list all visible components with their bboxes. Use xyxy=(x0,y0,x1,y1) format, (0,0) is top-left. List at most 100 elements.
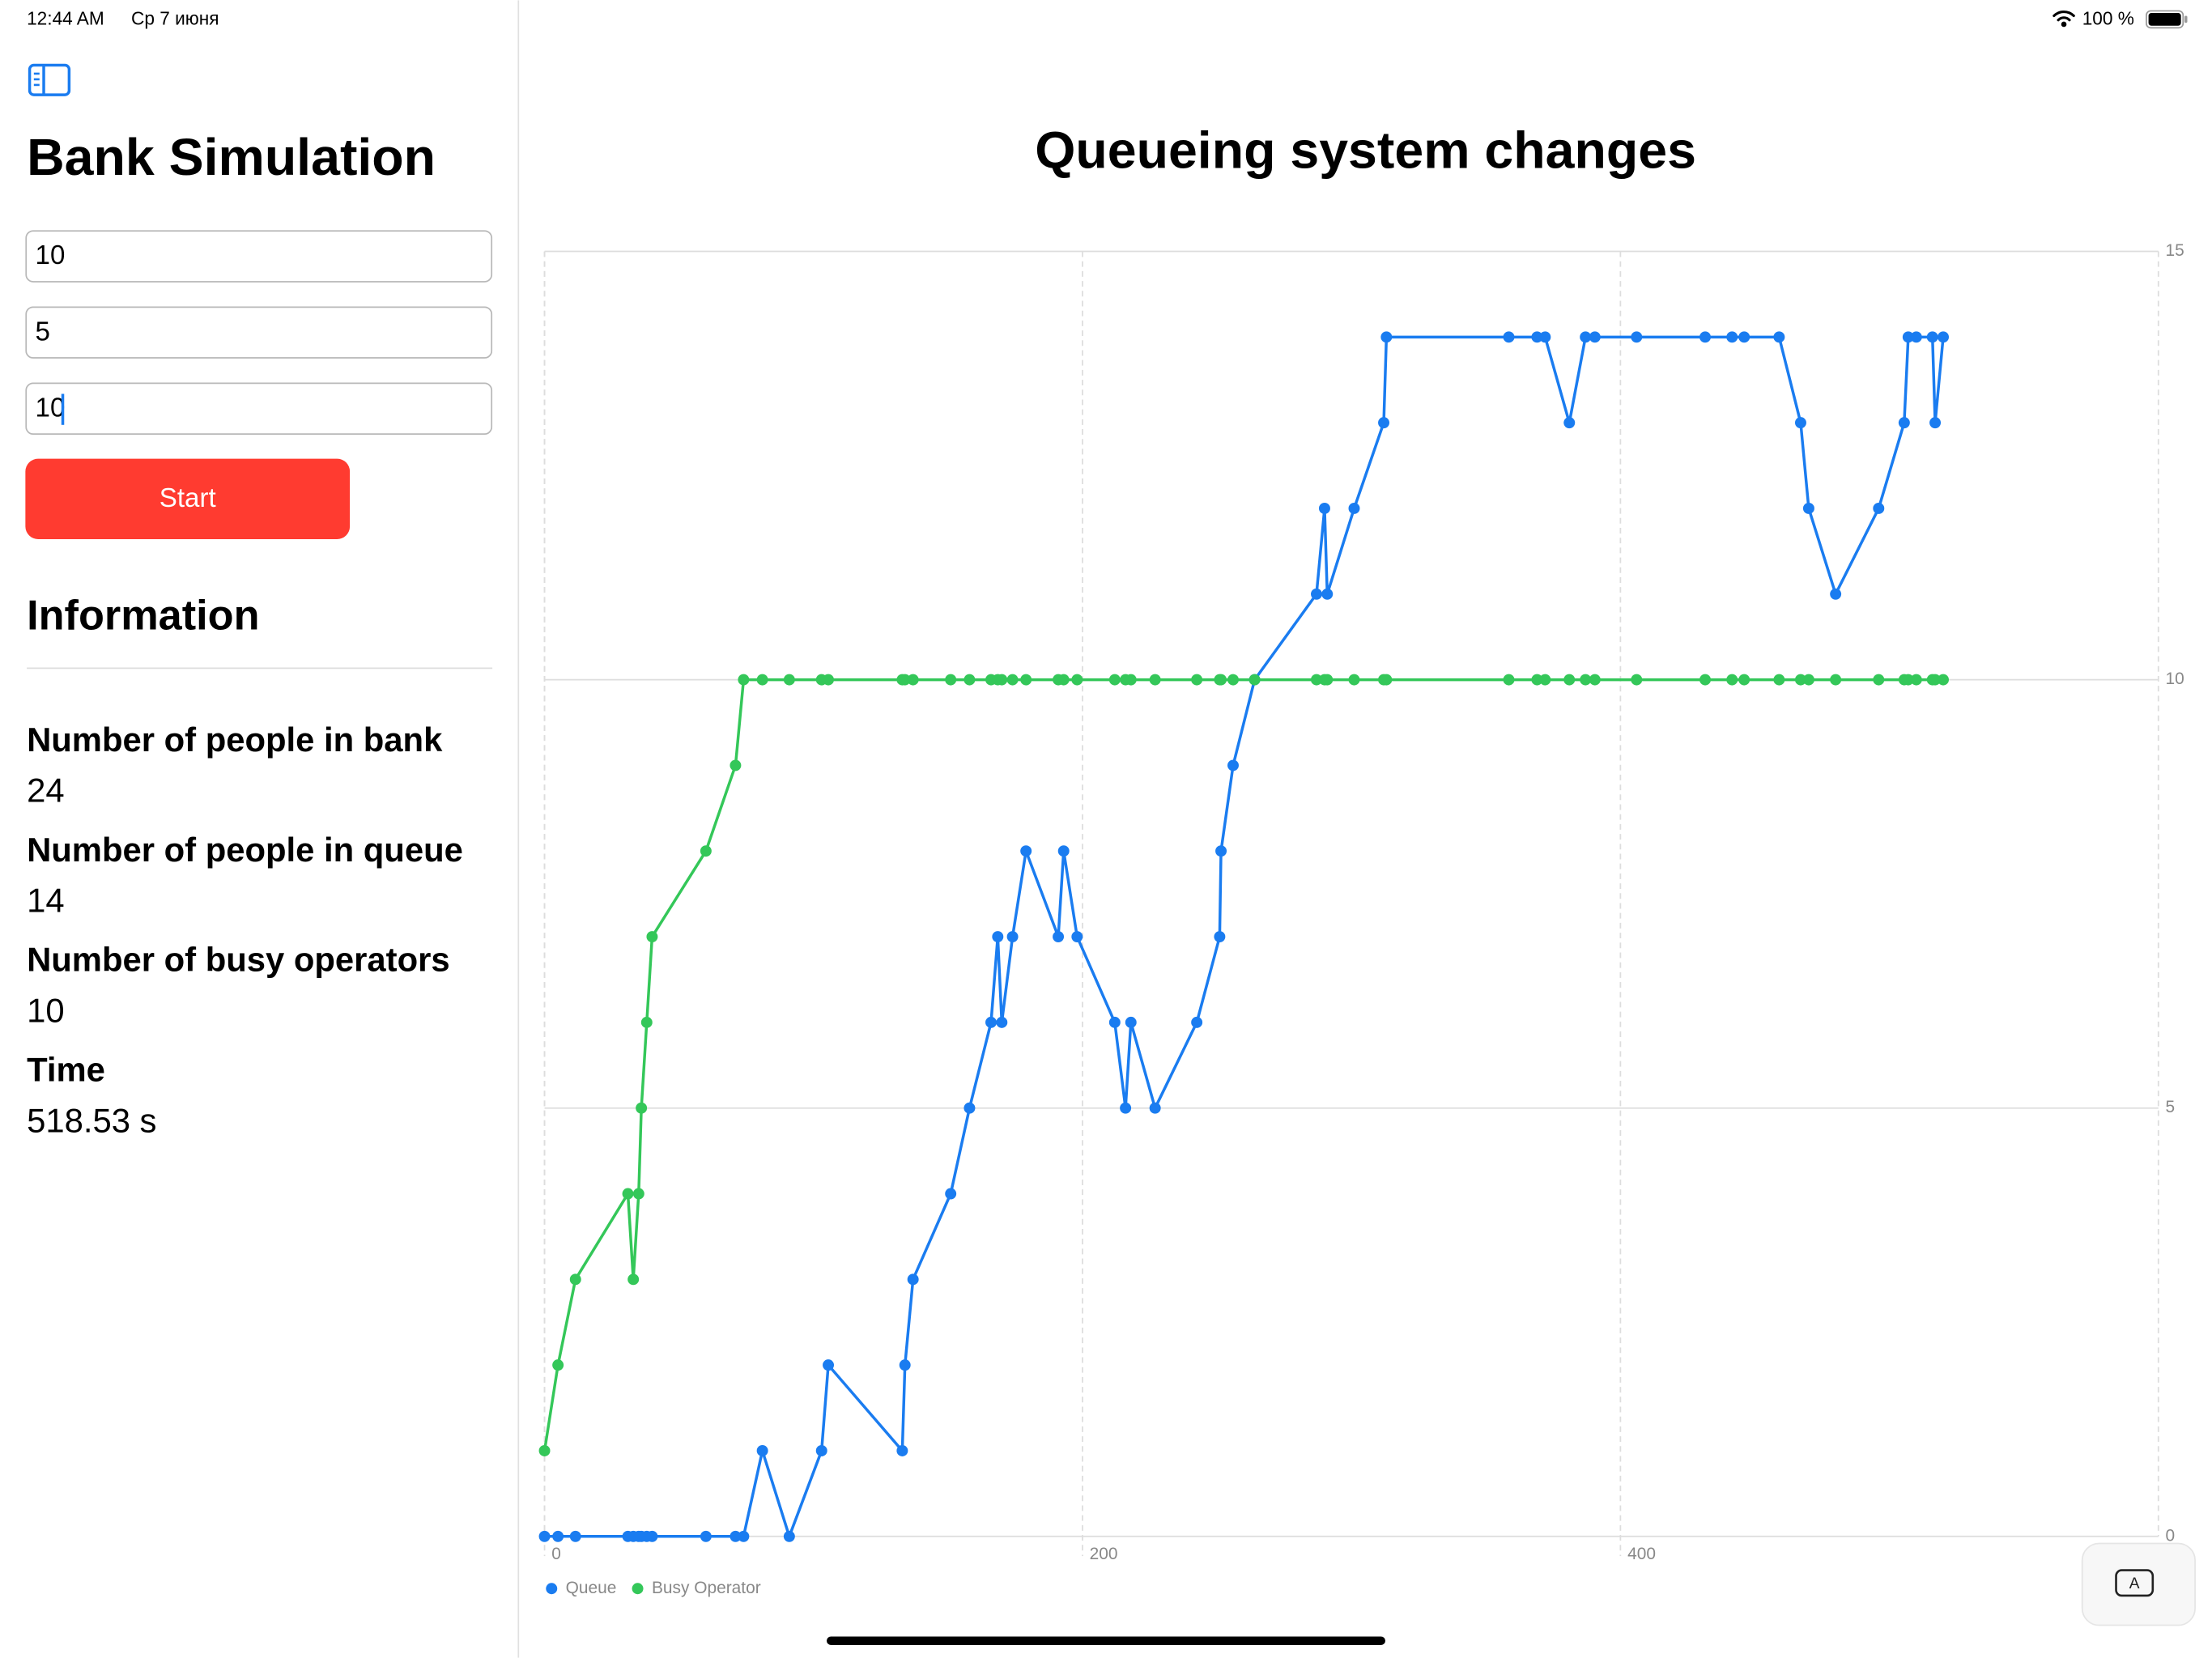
data-point xyxy=(1057,845,1070,857)
info-label: Number of busy operators xyxy=(27,941,450,979)
keyboard-button[interactable]: A xyxy=(2081,1542,2196,1626)
data-point xyxy=(1910,674,1922,686)
chart: Queueing system changes 0 5 10 15 0 200 400 Que… xyxy=(538,121,2184,1597)
x-tick-label: 0 xyxy=(551,1545,561,1563)
data-point xyxy=(1057,674,1070,686)
data-point xyxy=(730,759,742,772)
data-point xyxy=(996,1016,1008,1028)
data-point xyxy=(1830,674,1842,686)
data-point xyxy=(1321,674,1334,686)
data-point xyxy=(1503,331,1515,343)
data-point xyxy=(985,1016,997,1028)
data-point xyxy=(1227,759,1239,772)
y-tick-label: 10 xyxy=(2166,670,2184,688)
data-point xyxy=(627,1273,640,1286)
data-point xyxy=(552,1359,564,1371)
data-point xyxy=(783,1530,795,1542)
data-point xyxy=(1926,331,1938,343)
data-point xyxy=(1378,417,1390,429)
data-point xyxy=(1006,674,1019,686)
data-point xyxy=(569,1273,581,1286)
status-battery: 100 % xyxy=(2082,8,2134,29)
data-point xyxy=(1214,931,1226,943)
data-point xyxy=(899,1359,911,1371)
data-point xyxy=(636,1102,648,1114)
data-point xyxy=(823,674,834,686)
data-point xyxy=(1120,1102,1132,1114)
x-tick-label: 400 xyxy=(1627,1545,1656,1563)
data-point xyxy=(992,931,1004,943)
data-point xyxy=(569,1530,581,1542)
data-point xyxy=(1631,331,1643,343)
text-field[interactable]: 10 xyxy=(25,230,493,283)
data-point xyxy=(1311,674,1322,686)
text-field[interactable]: 10 xyxy=(25,382,493,436)
data-point xyxy=(1348,674,1360,686)
data-point xyxy=(1589,331,1601,343)
data-point xyxy=(1531,331,1543,343)
data-point xyxy=(1125,674,1137,686)
data-point xyxy=(1311,588,1322,600)
data-point xyxy=(1071,674,1083,686)
data-point xyxy=(1699,331,1711,343)
data-point xyxy=(1929,417,1942,429)
legend-swatch xyxy=(546,1583,558,1595)
status-time: 12:44 AM xyxy=(27,8,104,29)
data-point xyxy=(1539,331,1551,343)
data-point xyxy=(1215,845,1227,857)
data-point xyxy=(1910,331,1922,343)
legend-label: Busy Operator xyxy=(652,1579,761,1597)
data-point xyxy=(1215,674,1227,686)
data-point xyxy=(1794,674,1806,686)
data-point xyxy=(1249,674,1261,686)
data-point xyxy=(1020,845,1032,857)
data-point xyxy=(1699,674,1711,686)
status-date: Ср 7 июня xyxy=(131,8,219,29)
battery-icon xyxy=(2146,10,2188,29)
home-indicator xyxy=(827,1636,1385,1645)
data-point xyxy=(1563,674,1576,686)
data-point xyxy=(1726,331,1738,343)
start-button[interactable]: Start xyxy=(25,458,351,539)
y-tick-label: 5 xyxy=(2166,1098,2176,1116)
data-point xyxy=(907,1273,919,1286)
data-point xyxy=(646,1530,658,1542)
text-field[interactable]: 5 xyxy=(25,306,493,359)
data-point xyxy=(896,1444,908,1456)
y-tick-label: 0 xyxy=(2166,1526,2176,1545)
data-point xyxy=(1631,674,1643,686)
data-point xyxy=(1191,1016,1203,1028)
data-point xyxy=(1006,931,1019,943)
info-label: Time xyxy=(27,1051,105,1089)
data-point xyxy=(700,845,712,857)
data-point xyxy=(1321,588,1334,600)
data-point xyxy=(1191,674,1203,686)
data-point xyxy=(1726,674,1738,686)
data-point xyxy=(1020,674,1032,686)
data-point xyxy=(1053,931,1065,943)
data-point xyxy=(1773,674,1785,686)
data-point xyxy=(1929,674,1942,686)
data-point xyxy=(945,1188,957,1200)
info-label: Number of people in queue xyxy=(27,831,463,869)
data-point xyxy=(1802,502,1814,514)
info-value: 10 xyxy=(27,991,65,1029)
button-label: Start xyxy=(160,483,216,513)
data-point xyxy=(945,674,957,686)
data-point xyxy=(646,931,658,943)
data-point xyxy=(738,674,750,686)
data-point xyxy=(1380,674,1393,686)
wifi-icon xyxy=(2052,10,2075,28)
data-point xyxy=(996,674,1008,686)
sidebar-title: Bank Simulation xyxy=(27,128,436,186)
data-point xyxy=(1563,417,1576,429)
data-point xyxy=(1108,1016,1121,1028)
data-point xyxy=(1108,674,1121,686)
data-point xyxy=(815,1444,827,1456)
data-point xyxy=(1149,674,1161,686)
data-point xyxy=(756,674,768,686)
sidebar-toggle[interactable] xyxy=(28,63,71,96)
data-point xyxy=(1580,674,1592,686)
